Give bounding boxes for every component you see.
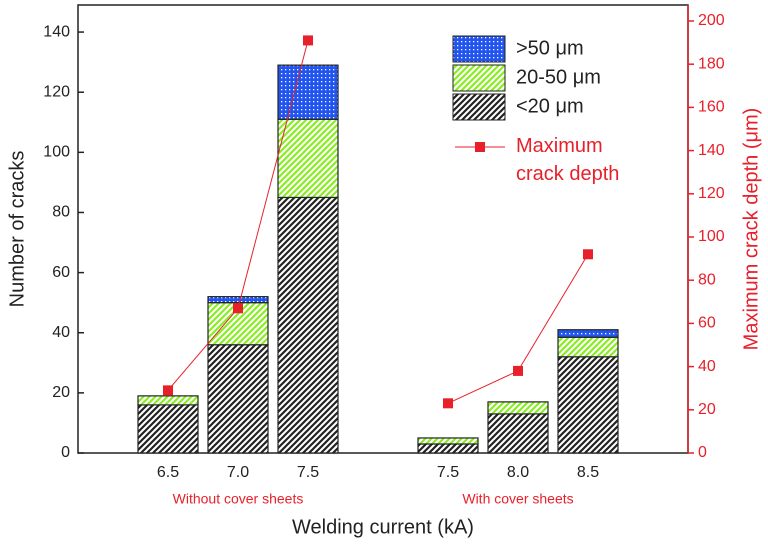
x-tick-label: 8.5 [577, 464, 599, 481]
y2-tick-label: 200 [698, 12, 725, 29]
line-marker [233, 303, 243, 314]
legend-label: Maximum crack depth [516, 135, 619, 185]
x-tick-label: 7.5 [437, 464, 459, 481]
y2-tick-label: 140 [698, 142, 725, 159]
line-marker [443, 398, 453, 409]
y2-tick-label: 60 [698, 315, 716, 332]
bar-segment [557, 336, 619, 358]
x-tick-label: 7.0 [227, 464, 249, 481]
bar-segment [417, 437, 479, 445]
bar-segment [417, 443, 479, 454]
legend-swatch [452, 35, 506, 63]
legend-swatch [452, 93, 506, 121]
bar-segment [277, 64, 339, 120]
bar-segment [487, 413, 549, 454]
y2-tick-label: 160 [698, 99, 725, 116]
bar-segment [207, 344, 269, 454]
y-tick-label: 0 [61, 444, 70, 461]
y2-tick-label: 180 [698, 55, 725, 72]
y-tick-label: 40 [52, 324, 70, 341]
line-marker [303, 35, 313, 46]
y-tick-label: 120 [43, 83, 70, 100]
y2-tick-label: 40 [698, 358, 716, 375]
line-marker [583, 249, 593, 260]
y-tick-label: 80 [52, 204, 70, 221]
y-tick-label: 20 [52, 384, 70, 401]
bar-segment [137, 404, 199, 454]
y2-tick-label: 120 [698, 185, 725, 202]
legend-label: <20 μm [516, 95, 584, 117]
x-tick-label: 6.5 [157, 464, 179, 481]
y-axis-title: Number of cracks [6, 151, 28, 308]
bar-segment [207, 296, 269, 304]
legend-label: 20-50 μm [516, 66, 601, 88]
legend-swatch [452, 64, 506, 92]
bar-segment [277, 196, 339, 454]
legend-marker [475, 142, 485, 152]
y2-tick-label: 0 [698, 444, 707, 461]
y2-tick-label: 80 [698, 271, 716, 288]
x-tick-label: 8.0 [507, 464, 529, 481]
legend-label: >50 μm [516, 37, 584, 59]
x-axis-title: Welding current (kA) [292, 516, 474, 538]
y-tick-label: 100 [43, 144, 70, 161]
line-marker [513, 365, 523, 376]
x-tick-label: 7.5 [297, 464, 319, 481]
bar-segment [557, 356, 619, 454]
line-marker [163, 385, 173, 396]
y-tick-label: 60 [52, 264, 70, 281]
bar-segment [137, 395, 199, 406]
bar-segment [557, 329, 619, 338]
group-label: With cover sheets [462, 491, 573, 507]
y2-axis-title: Maximum crack depth (μm) [740, 108, 762, 351]
y2-tick-label: 100 [698, 228, 725, 245]
bar-segment [487, 401, 549, 415]
y2-tick-label: 20 [698, 401, 716, 418]
y-tick-label: 140 [43, 23, 70, 40]
group-label: Without cover sheets [173, 491, 304, 507]
bar-segment [277, 118, 339, 199]
